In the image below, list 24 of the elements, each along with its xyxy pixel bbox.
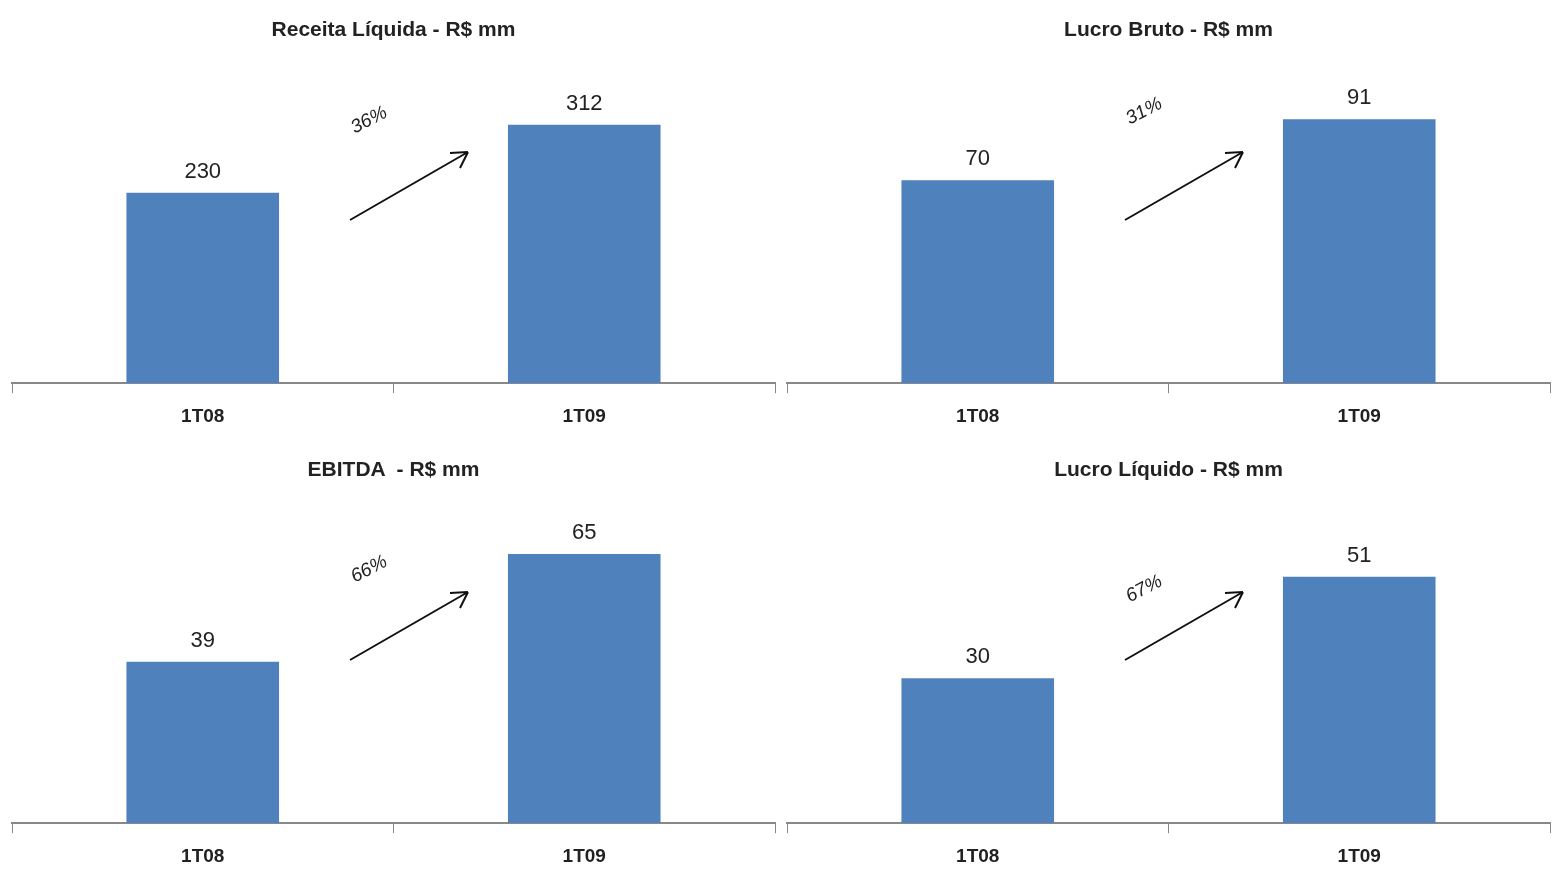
chart-title: EBITDA - R$ mm: [307, 457, 480, 481]
data-label: 70: [965, 145, 990, 171]
x-tick-label: 1T08: [956, 844, 1000, 866]
x-tick-label: 1T08: [181, 844, 225, 866]
data-label: 312: [565, 89, 603, 115]
chart-title: Lucro Bruto - R$ mm: [1064, 17, 1273, 41]
x-tick-label: 1T08: [181, 404, 225, 426]
data-label: 51: [1347, 541, 1372, 567]
data-label: 39: [190, 626, 215, 652]
annotation: 66%: [346, 550, 391, 587]
annotation: 31%: [1121, 92, 1166, 129]
annotation: 36%: [346, 101, 391, 138]
annotation: 67%: [1121, 569, 1166, 607]
x-tick-label: 1T09: [1337, 404, 1381, 426]
chart-title: Receita Líquida - R$ mm: [271, 17, 516, 41]
data-label: 91: [1347, 84, 1372, 110]
chart-title: Lucro Líquido - R$ mm: [1054, 457, 1283, 481]
data-label: 65: [572, 518, 597, 544]
x-tick-label: 1T09: [562, 404, 606, 426]
x-tick-label: 1T09: [1337, 844, 1381, 866]
data-label: 30: [965, 643, 990, 669]
data-label: 230: [184, 157, 222, 183]
x-tick-label: 1T08: [956, 404, 1000, 426]
x-tick-label: 1T09: [562, 844, 606, 866]
